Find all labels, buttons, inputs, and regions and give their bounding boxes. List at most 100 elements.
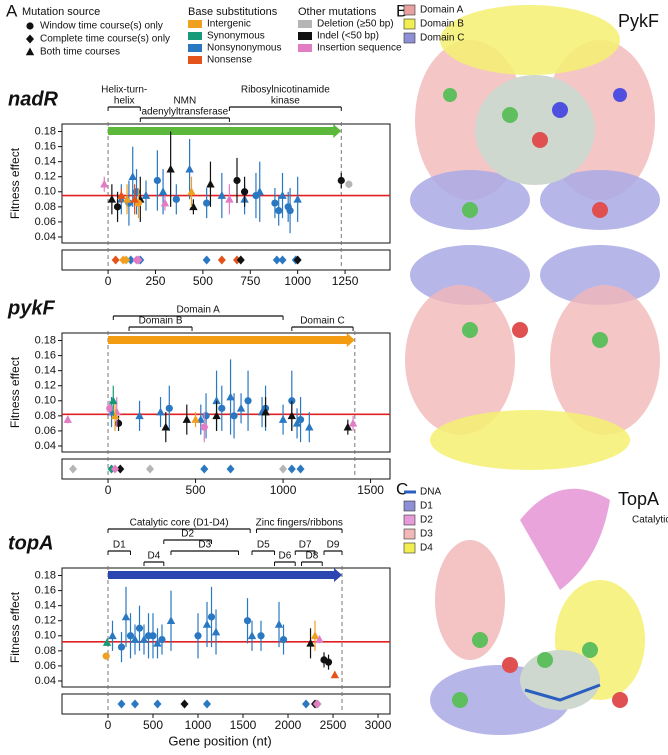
data-point [257,632,265,640]
legend-label: Intergenic [207,19,251,30]
y-tick-label: 0.12 [35,171,56,183]
x-tick-label: 0 [105,718,112,732]
data-point [287,411,297,420]
data-point [106,404,114,412]
data-point [278,191,287,199]
legend-swatch [403,528,416,540]
data-point [286,207,294,215]
strip-point [200,464,209,474]
data-point [161,422,170,431]
strip-point [272,255,281,265]
strip-point [134,255,143,265]
data-point [194,632,202,640]
data-point [324,658,333,666]
strip-point [203,699,212,709]
data-point [117,191,126,199]
plot-frame [61,123,391,244]
legend-label: Window time course(s) only [40,21,163,32]
data-point [274,619,284,628]
strip-point [111,464,120,474]
strip-point [217,255,226,265]
legend-label: Domain C [420,33,464,44]
strip-point [312,699,321,709]
data-point [236,403,246,412]
strip-point [130,699,139,709]
domain-label: D2 [181,529,194,540]
data-point [166,164,175,173]
data-point [337,176,345,185]
data-point [117,643,126,651]
x-tick-label: 0 [105,274,112,288]
y-axis-title: Fitness effect [8,591,22,663]
data-point [141,191,151,199]
strip-point [126,255,135,265]
gene-arrow [108,124,342,138]
domain-label: D1 [113,540,126,551]
x-tick-label: 1500 [230,718,257,732]
data-point [230,412,238,420]
data-point [110,411,120,420]
data-point [126,632,135,640]
strip-point [202,255,211,265]
data-point [247,631,257,640]
data-point [293,194,302,203]
plot-frame [61,567,391,688]
data-point [196,415,205,423]
strip-point [69,464,78,474]
strip-point [296,464,305,474]
x-tick-label: 500 [193,274,213,288]
legend-swatch [403,514,416,526]
y-tick-label: 0.14 [35,156,56,168]
domain-label: D6 [278,551,291,562]
data-point [315,635,324,643]
domain-label: kinase [271,96,300,107]
domain-label: D8 [305,551,318,562]
legend-label: D1 [420,501,433,512]
strip-point [287,464,296,474]
data-point [149,632,157,640]
data-point [206,179,215,188]
data-point [135,411,144,420]
legend-label: Complete time course(s) only [40,34,170,45]
domain-label: D4 [148,551,161,562]
y-tick-label: 0.10 [35,186,56,198]
data-point [212,411,221,420]
data-point [243,617,252,625]
data-point [279,635,288,644]
y-tick-label: 0.08 [35,201,56,213]
x-tick-label: 3000 [365,718,392,732]
y-tick-label: 0.04 [35,231,56,243]
data-point [107,194,117,203]
y-tick-label: 0.12 [35,615,56,627]
domain-label: Domain B [139,316,183,327]
chart-title: pykF [7,297,55,319]
data-point [185,164,194,173]
data-point [132,188,141,196]
domain-label: adenylyltransferase [141,107,228,118]
data-point [255,187,264,196]
topa-structure [430,488,645,735]
x-tick-label: 2500 [320,718,347,732]
y-tick-label: 0.08 [35,410,56,422]
domain-label: D7 [299,540,312,551]
data-point [156,407,165,416]
y-tick-label: 0.18 [35,569,56,581]
legend-title: Mutation source [22,6,100,18]
data-point [160,198,170,207]
data-point [172,195,180,203]
data-point [212,396,221,405]
data-point [153,638,162,647]
data-point [187,187,196,196]
legend-label: Insertion sequence [317,43,402,54]
x-tick-label: 0 [105,483,112,497]
data-point [330,670,340,679]
x-axis-title: Gene position (nt) [168,733,271,748]
gene-arrow [107,568,343,582]
legend-swatch [403,4,416,16]
structure-title: PykF [618,11,659,31]
domain-label: Helix-turn- [101,85,147,96]
data-point [153,176,161,185]
data-point [139,635,149,643]
data-point [135,624,144,632]
data-point [202,412,210,420]
